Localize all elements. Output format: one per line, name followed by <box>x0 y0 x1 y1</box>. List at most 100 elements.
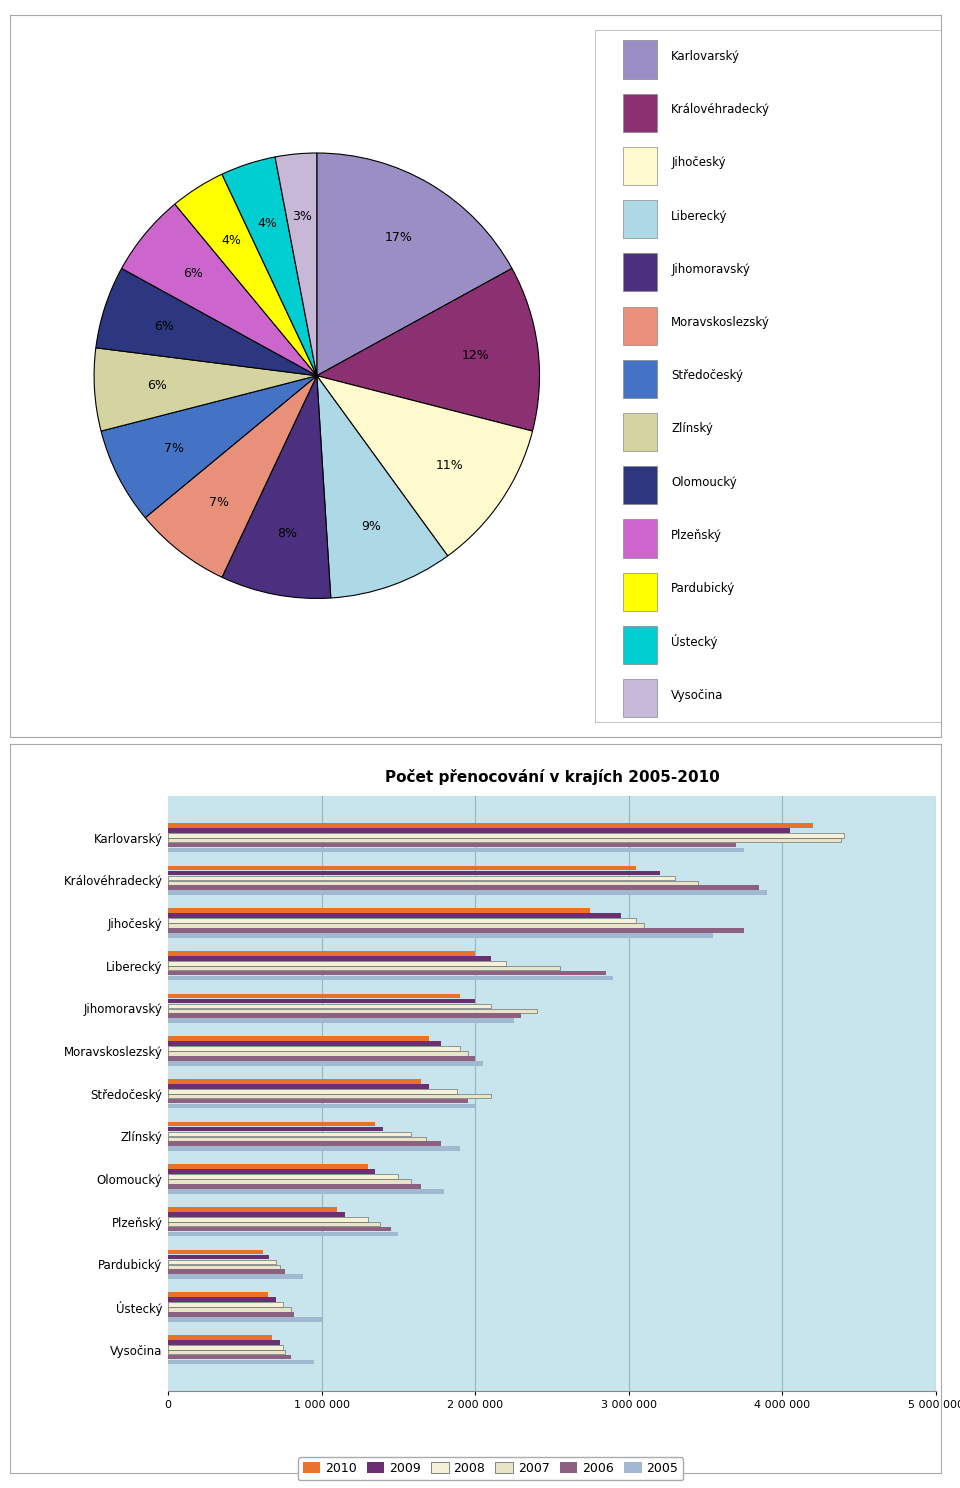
FancyBboxPatch shape <box>623 626 658 664</box>
Bar <box>168 998 475 1003</box>
Bar <box>168 1250 263 1254</box>
Bar <box>168 866 636 870</box>
Bar <box>168 909 590 914</box>
Bar <box>168 918 636 923</box>
Text: Moravskoslezský: Moravskoslezský <box>671 315 770 329</box>
Bar <box>168 976 613 981</box>
Bar <box>168 1226 391 1232</box>
Bar <box>168 1089 457 1094</box>
Bar <box>168 1335 273 1339</box>
Bar <box>168 1037 429 1042</box>
Bar <box>168 1085 429 1089</box>
Text: Vysočina: Vysočina <box>671 689 724 701</box>
Bar <box>168 823 813 827</box>
Wedge shape <box>317 153 512 375</box>
Bar <box>168 1265 280 1269</box>
Bar <box>168 1184 421 1189</box>
Bar <box>168 1260 276 1265</box>
Bar <box>168 842 736 847</box>
Bar <box>168 1189 444 1193</box>
Wedge shape <box>101 375 317 518</box>
Text: 4%: 4% <box>221 234 241 247</box>
Bar <box>168 1350 285 1354</box>
FancyBboxPatch shape <box>623 414 658 451</box>
Bar <box>168 966 560 970</box>
Bar <box>168 1051 468 1056</box>
Bar <box>168 1046 460 1051</box>
Bar <box>168 1269 285 1274</box>
Wedge shape <box>94 348 317 432</box>
Bar <box>168 881 698 885</box>
Bar <box>168 1137 426 1141</box>
Bar <box>168 1345 283 1350</box>
Wedge shape <box>145 375 317 577</box>
Wedge shape <box>96 268 317 375</box>
Bar <box>168 1061 483 1065</box>
Text: 6%: 6% <box>183 266 204 280</box>
Bar <box>168 929 744 933</box>
Text: Jihočeský: Jihočeský <box>671 156 726 170</box>
Legend: 2010, 2009, 2008, 2007, 2006, 2005: 2010, 2009, 2008, 2007, 2006, 2005 <box>298 1457 684 1481</box>
Bar <box>168 1213 345 1217</box>
Bar <box>168 1222 380 1226</box>
Bar <box>168 1009 537 1013</box>
Text: Ústecký: Ústecký <box>671 634 718 649</box>
Bar <box>168 1131 411 1137</box>
Text: 6%: 6% <box>155 320 174 333</box>
Text: Olomoucký: Olomoucký <box>671 476 737 488</box>
Bar <box>168 955 491 961</box>
Wedge shape <box>276 153 317 375</box>
FancyBboxPatch shape <box>623 573 658 610</box>
Bar <box>168 1306 291 1312</box>
Bar <box>168 1170 375 1174</box>
Bar <box>168 1094 491 1098</box>
Text: Pardubický: Pardubický <box>671 582 735 595</box>
Text: 9%: 9% <box>361 521 381 533</box>
Bar <box>168 1293 268 1298</box>
Bar <box>168 1126 383 1131</box>
Text: 11%: 11% <box>436 460 464 472</box>
Wedge shape <box>222 156 317 375</box>
Text: 6%: 6% <box>147 379 167 393</box>
Bar <box>168 875 675 881</box>
FancyBboxPatch shape <box>623 307 658 345</box>
Bar <box>168 1274 303 1278</box>
Bar <box>168 1174 398 1178</box>
Text: 3%: 3% <box>292 210 312 223</box>
Bar <box>168 1217 368 1222</box>
Wedge shape <box>317 375 447 598</box>
Bar <box>168 885 759 890</box>
Bar <box>168 870 660 875</box>
Bar <box>168 1207 337 1211</box>
Bar <box>168 923 644 927</box>
FancyBboxPatch shape <box>623 519 658 558</box>
Bar <box>168 1298 276 1302</box>
Text: 12%: 12% <box>462 350 490 362</box>
Bar <box>168 1122 375 1126</box>
Bar <box>168 1165 368 1170</box>
Wedge shape <box>222 375 331 598</box>
Bar <box>168 1079 421 1083</box>
Bar <box>168 890 767 894</box>
Bar <box>168 1312 294 1317</box>
Bar <box>168 951 475 955</box>
FancyBboxPatch shape <box>623 466 658 504</box>
Bar <box>168 961 506 966</box>
Text: Jihomoravský: Jihomoravský <box>671 263 750 275</box>
Wedge shape <box>122 204 317 375</box>
Title: Počet přenocování v krajích 2005-2010: Počet přenocování v krajích 2005-2010 <box>385 769 719 786</box>
Bar <box>168 827 790 833</box>
Text: 8%: 8% <box>276 527 297 540</box>
Bar <box>168 1232 398 1237</box>
FancyBboxPatch shape <box>623 679 658 717</box>
Text: 7%: 7% <box>164 442 184 455</box>
Bar <box>168 1354 291 1360</box>
Bar <box>168 933 713 937</box>
FancyBboxPatch shape <box>623 253 658 292</box>
Text: Plzeňský: Plzeňský <box>671 528 722 542</box>
Bar <box>168 833 844 838</box>
Wedge shape <box>175 174 317 375</box>
Bar <box>168 1013 521 1018</box>
Bar <box>168 1360 314 1364</box>
Bar <box>168 1003 491 1009</box>
